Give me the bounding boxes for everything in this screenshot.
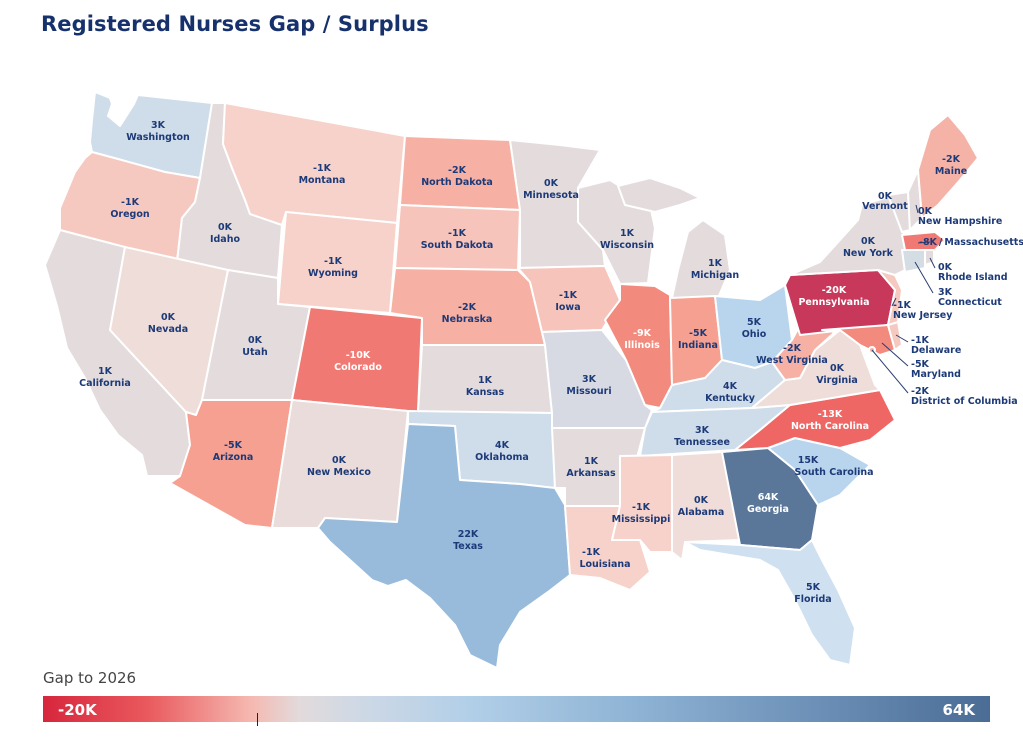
label-minnesota: 0K Minnesota [523,178,579,201]
label-new-hampshire: 0K New Hampshire [918,206,1002,227]
label-arizona: -5K Arizona [213,440,254,463]
leader-new-hampshire [915,204,919,214]
label-vermont: 0K Vermont [862,191,908,212]
label-south-carolina: 15K South Carolina [794,455,873,478]
label-district-of-columbia: -2K District of Columbia [911,386,1018,407]
label-nebraska: -2K Nebraska [442,302,493,325]
label-nevada: 0K Nevada [148,312,188,335]
leader-maryland [881,342,909,367]
label-california: 1K California [79,366,131,389]
legend-max-label: 64K [942,701,976,719]
label-mississippi: -1K Mississippi [612,502,671,525]
label-indiana: -5K Indiana [678,328,718,351]
label-maryland: -5K Maryland [911,359,961,380]
leader-dc [871,349,909,394]
state-florida[interactable] [684,539,856,666]
state-texas[interactable] [317,423,571,669]
label-pennsylvania: -20K Pennsylvania [798,285,869,308]
label-alabama: 0K Alabama [678,495,725,518]
label-missouri: 3K Missouri [566,374,611,397]
label-north-carolina: -13K North Carolina [791,409,869,432]
label-ohio: 5K Ohio [742,317,767,340]
label-connecticut: 3K Connecticut [938,287,1002,308]
label-montana: -1K Montana [299,163,346,186]
leader-delaware [895,334,909,343]
label-kentucky: 4K Kentucky [705,381,756,404]
leader-rhode-island [929,257,936,269]
state-michigan-up[interactable] [617,177,701,213]
label-utah: 0K Utah [242,335,268,358]
label-south-dakota: -1K South Dakota [421,228,494,251]
label-louisiana: -1K Louisiana [579,547,630,570]
label-virginia: 0K Virginia [816,363,858,386]
label-delaware: -1K Delaware [911,335,961,356]
state-michigan[interactable] [671,219,731,299]
label-colorado: -10K Colorado [334,350,382,373]
label-maine: -2K Maine [935,154,967,177]
label-new-jersey: -1K New Jersey [893,300,953,321]
leader-connecticut [914,261,934,294]
label-washington: 3K Washington [126,120,190,143]
label-michigan: 1K Michigan [691,258,740,281]
label-arkansas: 1K Arkansas [566,456,616,479]
label-oregon: -1K Oregon [110,197,150,220]
legend-title: Gap to 2026 [43,669,137,687]
page-title: Registered Nurses Gap / Surplus [41,12,429,36]
label-oklahoma: 4K Oklahoma [475,440,529,463]
label-iowa: -1K Iowa [555,290,580,313]
leader-massachusetts [917,241,931,244]
state-connecticut[interactable] [901,249,926,273]
label-wisconsin: 1K Wisconsin [600,228,654,251]
state-maine[interactable] [917,114,979,219]
state-arizona[interactable] [169,399,293,529]
state-illinois[interactable] [604,283,673,409]
state-massachusetts[interactable] [901,231,946,251]
label-rhode-island: 0K Rhode Island [938,262,1008,283]
label-georgia: 64K Georgia [747,492,789,515]
legend-zero-marker [257,713,258,726]
legend-min-label: -20K [58,701,97,719]
label-north-dakota: -2K North Dakota [421,165,493,188]
label-illinois: -9K Illinois [624,328,660,351]
label-florida: 5K Florida [794,582,831,605]
label-new-mexico: 0K New Mexico [307,455,371,478]
label-wyoming: -1K Wyoming [308,256,358,279]
label-idaho: 0K Idaho [210,222,241,245]
label-texas: 22K Texas [453,529,483,552]
leader-new-jersey [891,297,897,307]
label-west-virginia: -2K West Virginia [756,343,828,366]
label-kansas: 1K Kansas [466,375,505,398]
label-new-york: 0K New York [843,236,894,259]
label-massachusetts: -8K / Massachusetts [919,237,1023,248]
label-tennessee: 3K Tennessee [674,425,730,448]
legend-color-scale [43,696,990,722]
